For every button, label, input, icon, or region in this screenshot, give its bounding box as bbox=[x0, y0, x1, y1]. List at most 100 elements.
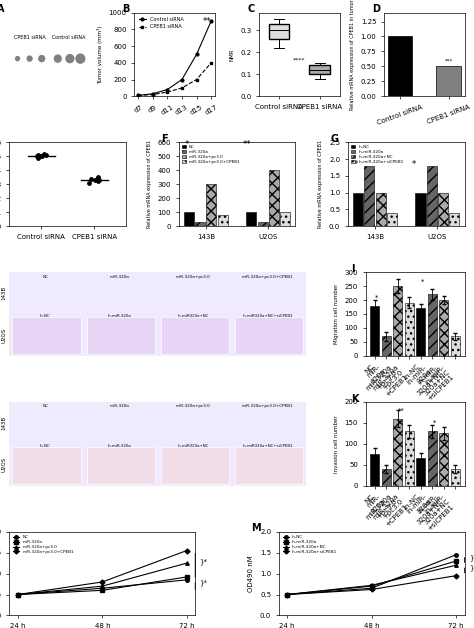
miR-320a bbox=[15, 591, 21, 598]
Y-axis label: Invasion cell number: Invasion cell number bbox=[334, 415, 339, 473]
Y-axis label: Migration cell number: Migration cell number bbox=[334, 284, 339, 344]
Text: NC: NC bbox=[42, 274, 48, 279]
Text: }*: }* bbox=[200, 579, 207, 586]
Control siRNA bbox=[179, 76, 185, 84]
Bar bbox=[427, 166, 437, 226]
FancyBboxPatch shape bbox=[12, 447, 81, 484]
Y-axis label: OD490 nM: OD490 nM bbox=[248, 555, 255, 592]
Bar bbox=[451, 337, 460, 356]
Point bbox=[40, 148, 47, 158]
miR-320a+pc3.0 bbox=[100, 582, 105, 590]
Bar bbox=[405, 431, 414, 485]
Text: *: * bbox=[184, 139, 189, 149]
Bar bbox=[416, 308, 426, 356]
Line: In-miR-320a+NC: In-miR-320a+NC bbox=[285, 563, 458, 596]
NC bbox=[184, 576, 190, 583]
Bar bbox=[375, 193, 386, 226]
Bar bbox=[218, 215, 228, 226]
Bar bbox=[438, 193, 448, 226]
Line: miR-320a+pc3.0+CPEB1: miR-320a+pc3.0+CPEB1 bbox=[16, 549, 189, 596]
Bar bbox=[382, 337, 391, 356]
Text: }*: }* bbox=[469, 565, 474, 571]
Text: CPEB1 siRNA    Control siRNA: CPEB1 siRNA Control siRNA bbox=[14, 35, 85, 40]
Text: In-miR320a+NC: In-miR320a+NC bbox=[178, 444, 209, 448]
Point bbox=[93, 173, 100, 183]
Legend: In-NC, In-miR-320a, In-miR-320a+NC, In-miR-320a+siCPEB1: In-NC, In-miR-320a, In-miR-320a+NC, In-m… bbox=[281, 534, 339, 556]
Legend: NC, miR-320a, miR-320a+pc3.0, miR-320a+pc3.0+CPEB1: NC, miR-320a, miR-320a+pc3.0, miR-320a+p… bbox=[11, 534, 76, 556]
Bar bbox=[246, 212, 256, 226]
FancyBboxPatch shape bbox=[161, 359, 229, 396]
Circle shape bbox=[55, 55, 61, 62]
Text: A: A bbox=[0, 4, 5, 14]
FancyBboxPatch shape bbox=[12, 359, 81, 396]
miR-320a+pc3.0+CPEB1 bbox=[100, 578, 105, 586]
CPEB1 siRNA bbox=[135, 92, 141, 99]
Text: *: * bbox=[412, 161, 416, 170]
Line: miR-320a+pc3.0: miR-320a+pc3.0 bbox=[16, 561, 189, 596]
Bar bbox=[206, 184, 217, 226]
Text: }*: }* bbox=[469, 554, 474, 561]
Circle shape bbox=[76, 54, 85, 63]
Point bbox=[34, 150, 41, 160]
Bar bbox=[365, 166, 374, 226]
In-miR-320a+siCPEB1 bbox=[369, 586, 374, 593]
Y-axis label: Relative mRNA expression of CPEB1: Relative mRNA expression of CPEB1 bbox=[319, 140, 323, 228]
FancyBboxPatch shape bbox=[235, 359, 303, 396]
Line: miR-320a: miR-320a bbox=[16, 575, 189, 596]
Text: U2OS: U2OS bbox=[1, 327, 7, 342]
Point bbox=[85, 178, 93, 188]
In-miR-320a bbox=[369, 582, 374, 590]
NC bbox=[100, 585, 105, 592]
Text: *: * bbox=[375, 295, 378, 301]
FancyBboxPatch shape bbox=[87, 489, 155, 526]
miR-320a+pc3.0+CPEB1 bbox=[184, 547, 190, 555]
Circle shape bbox=[39, 56, 45, 62]
Bar bbox=[439, 433, 448, 485]
Text: **: ** bbox=[243, 139, 251, 149]
Line: CPEB1 siRNA: CPEB1 siRNA bbox=[137, 62, 212, 97]
Y-axis label: Relative mRNA expression of CPEB1 in tumor: Relative mRNA expression of CPEB1 in tum… bbox=[350, 0, 355, 110]
Y-axis label: Relative mRNA expression of CPEB1: Relative mRNA expression of CPEB1 bbox=[147, 140, 152, 228]
Control siRNA bbox=[135, 92, 141, 99]
Text: miR-320a+pc3.0: miR-320a+pc3.0 bbox=[176, 404, 211, 408]
miR-320a+pc3.0 bbox=[184, 560, 190, 567]
Text: In-miR320a+NC: In-miR320a+NC bbox=[178, 314, 209, 318]
Bar bbox=[370, 306, 379, 356]
Control siRNA bbox=[209, 17, 214, 24]
In-miR-320a+NC bbox=[369, 582, 374, 589]
Point bbox=[33, 151, 40, 161]
Point bbox=[42, 150, 50, 160]
Bar bbox=[195, 222, 205, 226]
Text: In-miR320a+NC+siCPEB1: In-miR320a+NC+siCPEB1 bbox=[242, 444, 293, 448]
Text: I: I bbox=[351, 264, 354, 274]
FancyBboxPatch shape bbox=[161, 317, 229, 354]
Text: *: * bbox=[354, 161, 358, 170]
miR-320a+pc3.0+CPEB1 bbox=[15, 591, 21, 598]
FancyBboxPatch shape bbox=[12, 317, 81, 354]
Text: *: * bbox=[432, 420, 436, 426]
Bar bbox=[382, 469, 391, 485]
Bar bbox=[353, 193, 363, 226]
CPEB1 siRNA bbox=[194, 76, 200, 84]
Text: **: ** bbox=[202, 17, 211, 26]
Circle shape bbox=[16, 57, 19, 61]
Line: In-NC: In-NC bbox=[285, 553, 458, 596]
Bar bbox=[269, 170, 279, 226]
In-miR-320a bbox=[453, 557, 459, 565]
Text: In-miR-320a: In-miR-320a bbox=[108, 314, 131, 318]
Text: C: C bbox=[247, 4, 255, 14]
Point bbox=[91, 175, 99, 185]
Point bbox=[88, 173, 95, 183]
Legend: NC, miR-320a, miR-320a+pc3.0, miR-320a+pc3.0+CPEB1: NC, miR-320a, miR-320a+pc3.0, miR-320a+p… bbox=[181, 144, 242, 165]
Bar bbox=[439, 300, 448, 356]
Bar bbox=[387, 213, 397, 226]
In-NC bbox=[284, 591, 290, 598]
miR-320a bbox=[100, 587, 105, 594]
Point bbox=[36, 151, 44, 161]
miR-320a+pc3.0 bbox=[15, 591, 21, 598]
CPEB1 siRNA bbox=[164, 89, 170, 96]
FancyBboxPatch shape bbox=[161, 489, 229, 526]
Control siRNA bbox=[194, 51, 200, 58]
Text: ***: *** bbox=[445, 58, 453, 63]
Text: F: F bbox=[161, 134, 168, 144]
